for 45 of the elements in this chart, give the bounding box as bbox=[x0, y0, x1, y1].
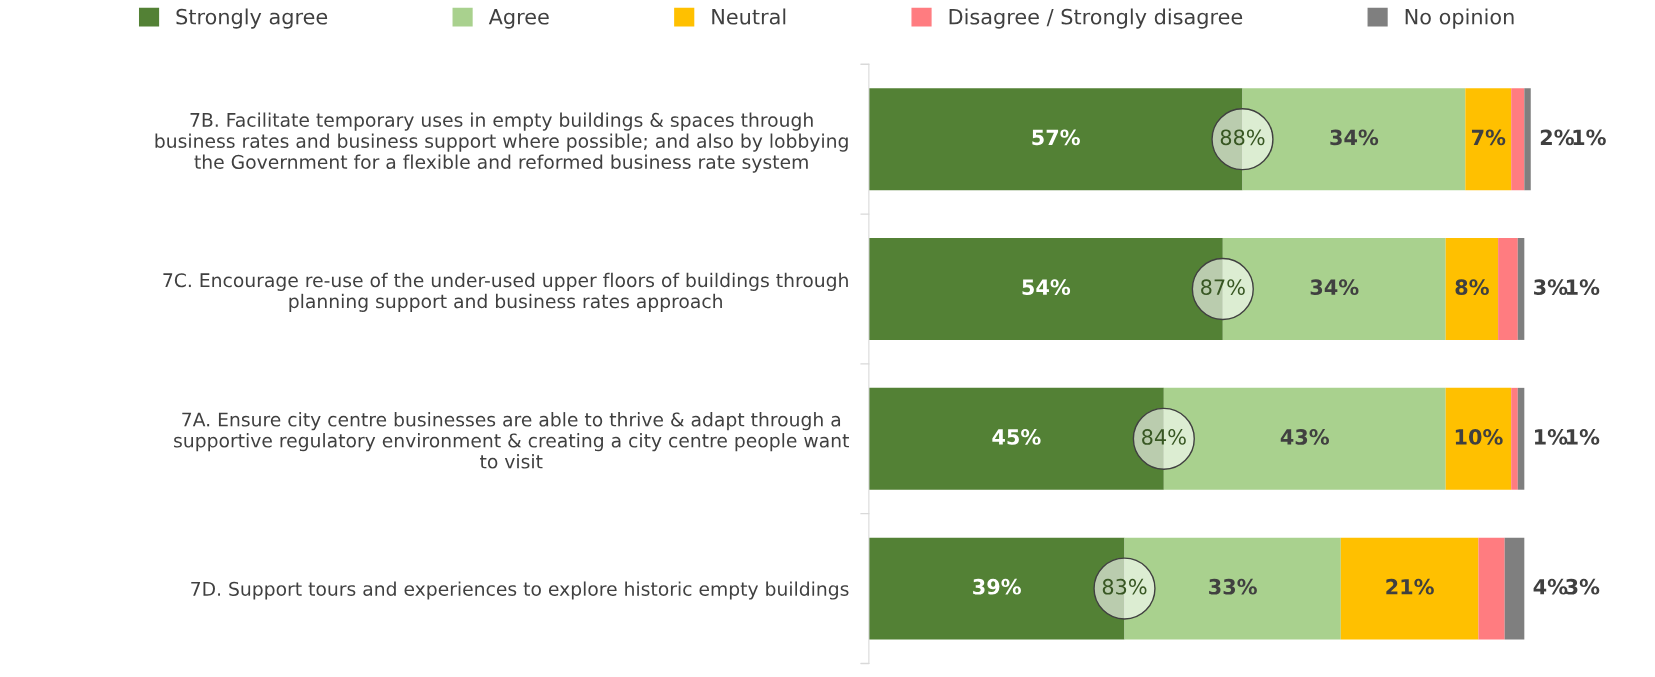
data-label: 57% bbox=[1032, 129, 1080, 146]
bar bbox=[1524, 88, 1531, 191]
data-label: 45% bbox=[992, 429, 1041, 445]
data-label: 1% bbox=[1566, 279, 1600, 296]
data-label: 2% bbox=[1540, 129, 1574, 146]
data-label: 4% bbox=[1533, 578, 1568, 595]
data-label: 7% bbox=[1471, 129, 1506, 146]
data-label: 34% bbox=[1330, 129, 1379, 146]
legend-label: Agree bbox=[488, 9, 549, 29]
legend-label: Neutral bbox=[712, 8, 786, 25]
bar bbox=[1517, 387, 1525, 490]
data-label: 39% bbox=[973, 578, 1021, 595]
y-tick-label: 7B. Facilitate temporary uses in empty buildings & spaces through business rates and business support where possible; and also by lobbying the Government for a flexible and reformed business rate system bbox=[155, 112, 848, 173]
data-label: 10% bbox=[1455, 429, 1503, 445]
y-tick-label: 7A. Ensure city centre businesses are able to thrive & adapt through a supportive regulatory environment & creating a city centre people want to visit bbox=[174, 412, 849, 469]
bar bbox=[1465, 88, 1512, 191]
data-label: 33% bbox=[1209, 578, 1257, 595]
data-label: 8% bbox=[1455, 279, 1489, 296]
data-label: 34% bbox=[1310, 279, 1359, 296]
bar bbox=[1511, 88, 1525, 191]
data-label: 1% bbox=[1566, 429, 1600, 445]
data-label: 1% bbox=[1573, 129, 1606, 146]
bar bbox=[1340, 537, 1479, 640]
legend-label: No opinion bbox=[1405, 8, 1514, 29]
bar bbox=[1445, 238, 1499, 340]
data-label: 43% bbox=[1280, 429, 1330, 445]
data-label: 3% bbox=[1565, 578, 1600, 595]
annotation: 83% bbox=[1102, 578, 1147, 595]
bar bbox=[1511, 387, 1518, 490]
annotation: 87% bbox=[1201, 279, 1245, 296]
legend-label: Disagree / Strongly disagree bbox=[949, 8, 1243, 29]
bar bbox=[1504, 537, 1525, 640]
legend-label: Strongly agree bbox=[176, 8, 328, 29]
data-label: 1% bbox=[1535, 429, 1568, 445]
bar bbox=[1498, 238, 1518, 340]
annotation: 84% bbox=[1142, 429, 1186, 445]
bar bbox=[1445, 387, 1512, 490]
annotation: 88% bbox=[1220, 129, 1265, 146]
data-label: 54% bbox=[1022, 279, 1071, 296]
bar bbox=[1517, 238, 1525, 340]
y-tick-label: 7C. Encourage re-use of the under-used upper floors of buildings through planning support and business rates approach bbox=[163, 272, 848, 312]
bar bbox=[1478, 537, 1505, 640]
data-label: 21% bbox=[1386, 578, 1434, 595]
data-label: 3% bbox=[1534, 279, 1568, 296]
y-tick-label: 7D. Support tours and experiences to explore historic empty buildings bbox=[191, 581, 849, 600]
